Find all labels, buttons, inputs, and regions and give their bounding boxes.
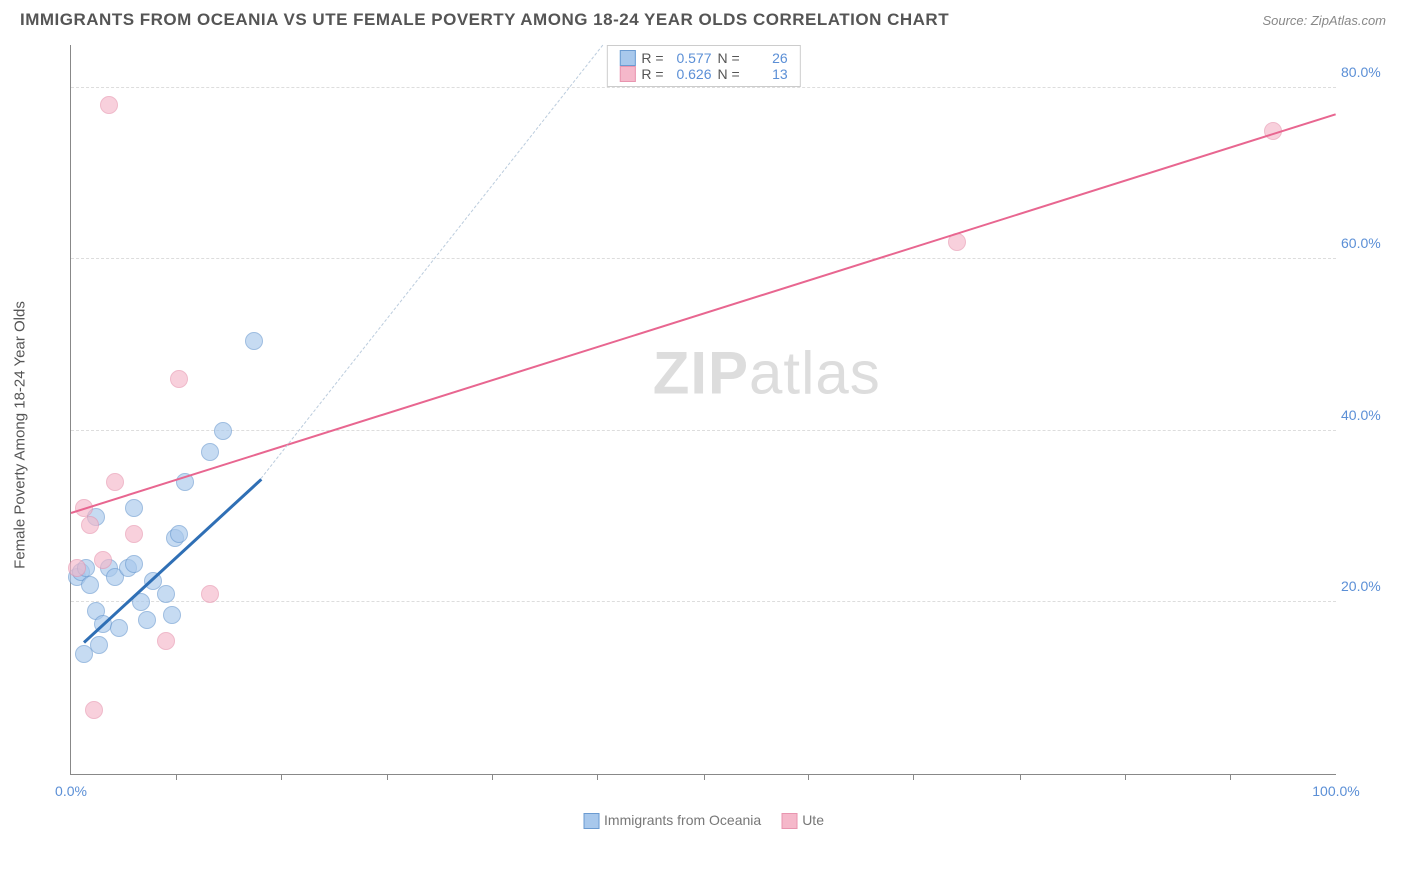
r-value-blue: 0.577 — [670, 50, 712, 66]
scatter-point-pink — [81, 516, 99, 534]
x-tick — [1125, 774, 1126, 780]
legend-label-blue: Immigrants from Oceania — [604, 812, 761, 828]
x-tick — [808, 774, 809, 780]
legend-item-pink: Ute — [781, 812, 824, 829]
scatter-point-pink — [100, 96, 118, 114]
watermark-light: atlas — [749, 340, 881, 407]
scatter-point-pink — [157, 632, 175, 650]
extrapolation-line — [260, 45, 602, 479]
scatter-point-blue — [170, 525, 188, 543]
scatter-point-blue — [81, 576, 99, 594]
scatter-point-pink — [201, 585, 219, 603]
n-label: N = — [718, 66, 740, 82]
scatter-point-blue — [157, 585, 175, 603]
watermark: ZIPatlas — [653, 339, 881, 408]
gridline — [71, 601, 1336, 602]
scatter-point-blue — [110, 619, 128, 637]
x-tick — [1020, 774, 1021, 780]
gridline — [71, 258, 1336, 259]
source-attribution: Source: ZipAtlas.com — [1262, 13, 1386, 28]
watermark-bold: ZIP — [653, 340, 749, 407]
x-tick — [913, 774, 914, 780]
scatter-point-pink — [94, 551, 112, 569]
scatter-point-blue — [125, 555, 143, 573]
legend-swatch-pink — [781, 813, 797, 829]
y-tick-label: 40.0% — [1341, 407, 1386, 423]
chart-container: Female Poverty Among 18-24 Year Olds ZIP… — [60, 35, 1386, 835]
y-axis-label: Female Poverty Among 18-24 Year Olds — [12, 301, 29, 569]
y-tick-label: 60.0% — [1341, 235, 1386, 251]
chart-title: IMMIGRANTS FROM OCEANIA VS UTE FEMALE PO… — [20, 10, 949, 30]
scatter-point-pink — [106, 473, 124, 491]
scatter-point-pink — [125, 525, 143, 543]
scatter-point-blue — [214, 422, 232, 440]
scatter-point-blue — [201, 443, 219, 461]
scatter-point-pink — [85, 701, 103, 719]
gridline — [71, 87, 1336, 88]
n-label: N = — [718, 50, 740, 66]
x-tick — [492, 774, 493, 780]
n-value-blue: 26 — [746, 50, 788, 66]
legend-swatch-pink — [619, 66, 635, 82]
n-value-pink: 13 — [746, 66, 788, 82]
x-tick-label: 100.0% — [1312, 783, 1359, 799]
y-tick-label: 80.0% — [1341, 64, 1386, 80]
x-tick — [176, 774, 177, 780]
x-tick — [281, 774, 282, 780]
gridline — [71, 430, 1336, 431]
correlation-legend: R = 0.577 N = 26 R = 0.626 N = 13 — [606, 45, 800, 87]
r-label: R = — [641, 66, 663, 82]
r-label: R = — [641, 50, 663, 66]
legend-swatch-blue — [583, 813, 599, 829]
legend-swatch-blue — [619, 50, 635, 66]
scatter-point-pink — [68, 559, 86, 577]
scatter-point-blue — [163, 606, 181, 624]
legend-row-blue: R = 0.577 N = 26 — [619, 50, 787, 66]
scatter-point-pink — [170, 370, 188, 388]
legend-label-pink: Ute — [802, 812, 824, 828]
x-tick — [1230, 774, 1231, 780]
x-tick — [387, 774, 388, 780]
series-legend: Immigrants from Oceania Ute — [583, 812, 824, 829]
r-value-pink: 0.626 — [670, 66, 712, 82]
scatter-point-blue — [245, 332, 263, 350]
legend-item-blue: Immigrants from Oceania — [583, 812, 761, 829]
scatter-point-blue — [125, 499, 143, 517]
trend-line — [71, 114, 1337, 515]
x-tick-label: 0.0% — [55, 783, 87, 799]
x-tick — [704, 774, 705, 780]
legend-row-pink: R = 0.626 N = 13 — [619, 66, 787, 82]
scatter-point-blue — [90, 636, 108, 654]
x-tick — [597, 774, 598, 780]
scatter-point-blue — [138, 611, 156, 629]
plot-area: ZIPatlas R = 0.577 N = 26 R = 0.626 N = … — [70, 45, 1336, 775]
y-tick-label: 20.0% — [1341, 578, 1386, 594]
